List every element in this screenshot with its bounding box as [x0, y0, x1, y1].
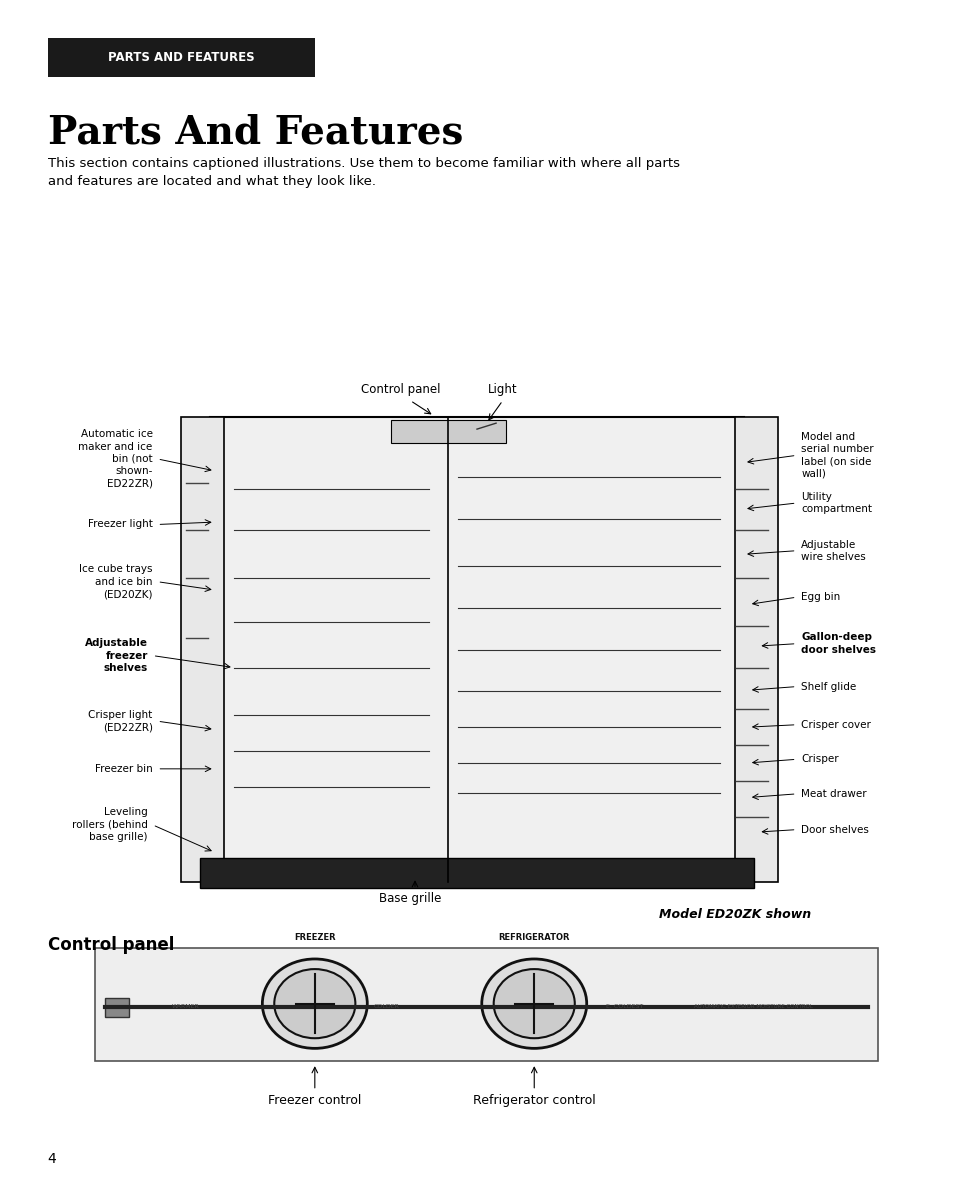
Bar — [105, 998, 129, 1017]
Text: Ice cube trays
and ice bin
(ED20ZK): Ice cube trays and ice bin (ED20ZK) — [79, 564, 152, 600]
Text: WARMER: WARMER — [172, 1004, 200, 1008]
Ellipse shape — [494, 969, 574, 1038]
Bar — [391, 420, 505, 443]
Text: Crisper: Crisper — [801, 755, 838, 764]
FancyBboxPatch shape — [48, 38, 314, 77]
Text: AUTOMATIC EXTERIOR MOISTURE CONTROL: AUTOMATIC EXTERIOR MOISTURE CONTROL — [694, 1004, 812, 1008]
Text: Automatic ice
maker and ice
bin (not
shown-
ED22ZR): Automatic ice maker and ice bin (not sho… — [78, 429, 152, 489]
Text: Adjustable
wire shelves: Adjustable wire shelves — [801, 540, 865, 561]
Text: Freezer bin: Freezer bin — [94, 764, 152, 774]
Text: Freezer light: Freezer light — [88, 520, 152, 529]
Text: Refrigerator control: Refrigerator control — [473, 1094, 595, 1107]
Ellipse shape — [262, 958, 367, 1049]
Text: Adjustable
freezer
shelves: Adjustable freezer shelves — [85, 638, 148, 673]
Text: Meat drawer: Meat drawer — [801, 789, 866, 799]
Text: Egg bin: Egg bin — [801, 592, 840, 602]
Text: Crisper light
(ED22ZR): Crisper light (ED22ZR) — [89, 710, 152, 732]
Text: Control panel: Control panel — [48, 936, 173, 954]
Text: Door shelves: Door shelves — [801, 825, 868, 834]
Text: Shelf glide: Shelf glide — [801, 682, 856, 691]
Bar — [210, 417, 743, 882]
Text: FREEZER: FREEZER — [294, 932, 335, 942]
Text: Utility
compartment: Utility compartment — [801, 492, 871, 514]
Text: PARTS AND FEATURES: PARTS AND FEATURES — [108, 51, 254, 63]
Text: COLDER: COLDER — [373, 1004, 399, 1008]
Text: Gallon-deep
door shelves: Gallon-deep door shelves — [801, 633, 876, 654]
Bar — [200, 858, 753, 888]
Bar — [734, 417, 777, 882]
Text: Light: Light — [487, 383, 517, 396]
Text: Leveling
rollers (behind
base grille): Leveling rollers (behind base grille) — [71, 807, 148, 843]
Text: REFRIGERATOR: REFRIGERATOR — [498, 932, 569, 942]
Text: Freezer control: Freezer control — [268, 1094, 361, 1107]
Bar — [95, 948, 877, 1061]
Text: This section contains captioned illustrations. Use them to become familiar with : This section contains captioned illustra… — [48, 157, 679, 188]
Text: Crisper cover: Crisper cover — [801, 720, 870, 730]
Ellipse shape — [274, 969, 355, 1038]
Text: Parts And Features: Parts And Features — [48, 113, 462, 151]
Text: E. COLDEST: E. COLDEST — [605, 1004, 643, 1008]
Ellipse shape — [481, 958, 586, 1049]
Bar — [181, 417, 224, 882]
Text: Control panel: Control panel — [360, 383, 440, 396]
Text: Model ED20ZK shown: Model ED20ZK shown — [658, 908, 810, 921]
Text: Model and
serial number
label (on side
wall): Model and serial number label (on side w… — [801, 432, 873, 479]
Text: 4: 4 — [48, 1151, 56, 1166]
Text: Base grille: Base grille — [378, 892, 441, 905]
